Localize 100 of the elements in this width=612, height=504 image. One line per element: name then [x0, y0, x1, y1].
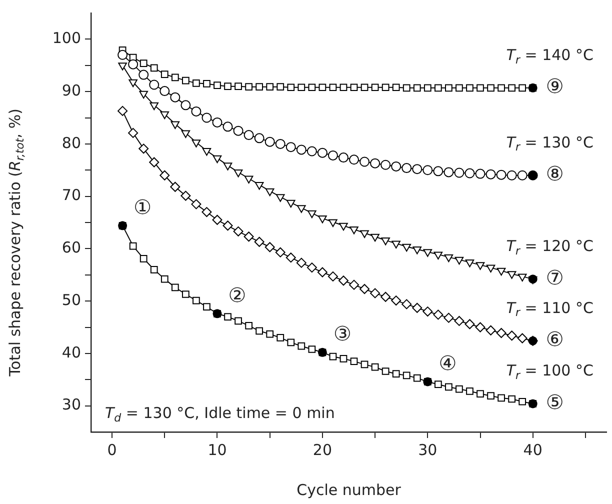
point [264, 136, 275, 147]
point [466, 387, 474, 395]
point [308, 210, 316, 218]
point [454, 256, 464, 265]
point [445, 84, 452, 92]
point [496, 268, 506, 276]
point [202, 148, 212, 156]
point [476, 262, 485, 270]
y-tick-label: 50 [62, 290, 81, 309]
y-tick-label: 60 [62, 238, 81, 257]
point [318, 216, 327, 224]
point [498, 84, 505, 92]
annotation: ② [228, 282, 246, 307]
point [456, 84, 463, 92]
point [370, 288, 380, 298]
point [340, 84, 348, 92]
point [423, 249, 432, 257]
point [118, 50, 128, 60]
point [424, 84, 432, 92]
point [245, 322, 252, 330]
point [382, 368, 390, 375]
point [129, 242, 137, 250]
x-tick-label: 10 [208, 440, 227, 459]
point [256, 83, 264, 91]
point [214, 82, 221, 89]
y-tick-label: 90 [62, 81, 81, 100]
point [329, 352, 337, 360]
point [182, 76, 190, 84]
point [170, 182, 180, 192]
point [203, 80, 210, 88]
point [434, 252, 443, 260]
point [160, 70, 168, 78]
point [286, 200, 296, 208]
x-axis-title: Cycle number [296, 480, 402, 499]
point [371, 84, 379, 92]
point [350, 226, 358, 234]
x-tick-label: 40 [523, 440, 542, 459]
point [202, 207, 212, 218]
point [370, 158, 380, 168]
point [434, 380, 442, 388]
point [486, 169, 496, 180]
point [360, 230, 369, 238]
point [487, 392, 494, 400]
point [306, 146, 317, 156]
point [380, 292, 391, 302]
point [508, 395, 516, 403]
point [266, 83, 274, 91]
x-tick-label: 30 [418, 440, 438, 459]
point [287, 338, 295, 346]
point [234, 169, 243, 178]
point [402, 299, 412, 310]
point [192, 140, 201, 148]
point [296, 144, 306, 155]
point [286, 252, 296, 263]
point [391, 161, 402, 172]
point [392, 240, 400, 248]
point [338, 152, 348, 163]
point [180, 100, 191, 110]
point [202, 112, 212, 123]
point [182, 290, 190, 298]
point [329, 84, 337, 92]
point [412, 164, 422, 174]
point [422, 165, 433, 176]
point [118, 62, 127, 70]
y-tick-label: 70 [62, 186, 81, 204]
point [276, 83, 284, 91]
point [402, 84, 410, 92]
point [360, 360, 368, 368]
point [464, 168, 475, 178]
point [339, 222, 348, 231]
point [486, 325, 496, 336]
point [402, 372, 410, 380]
point [391, 296, 402, 306]
point [150, 266, 158, 274]
point [350, 84, 358, 92]
point [224, 313, 232, 320]
point [128, 128, 138, 138]
point [308, 84, 316, 92]
point [328, 271, 338, 282]
point [508, 84, 516, 92]
point [138, 144, 149, 154]
point [475, 168, 486, 179]
point [160, 275, 168, 283]
annotation: ⑧ [546, 162, 564, 186]
point [506, 330, 517, 341]
point [212, 117, 222, 128]
point [433, 166, 444, 176]
annotation: ⑤ [546, 390, 564, 414]
point [244, 232, 254, 242]
point [171, 284, 179, 292]
point [402, 163, 412, 174]
point [191, 199, 202, 210]
point [203, 303, 210, 311]
point [350, 358, 358, 365]
point [140, 60, 148, 67]
point [402, 244, 412, 252]
point [192, 80, 200, 87]
point [244, 176, 254, 184]
y-tick-label: 30 [62, 396, 81, 414]
point [434, 84, 442, 92]
